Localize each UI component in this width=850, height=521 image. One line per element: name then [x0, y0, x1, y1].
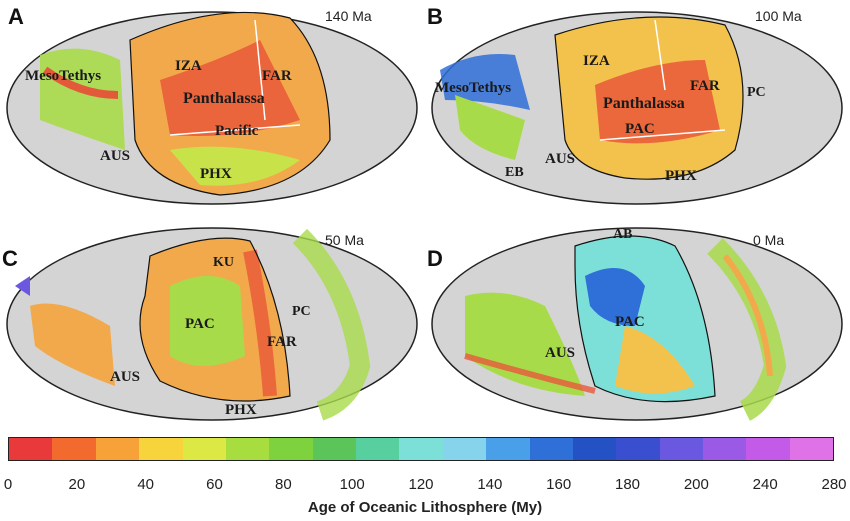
colorbar-tick-label: 160	[546, 476, 572, 493]
age-label: 140 Ma	[325, 8, 372, 24]
label-far: FAR	[262, 68, 292, 84]
map-0ma: AB PAC AUS	[431, 227, 843, 421]
colorbar-segment	[399, 438, 443, 460]
panel-letter: C	[2, 246, 18, 271]
label-pac: PAC	[615, 314, 645, 330]
label-far: FAR	[267, 334, 297, 350]
colorbar-tick-label: 200	[683, 476, 709, 493]
colorbar-tick-label: 120	[408, 476, 434, 493]
label-pac: PAC	[625, 121, 655, 137]
label-mesotethys: MesoTethys	[435, 80, 511, 96]
label-panthalassa: Panthalassa	[603, 95, 685, 112]
label-mesotethys: MesoTethys	[25, 68, 101, 84]
colorbar-tick-label: 240	[752, 476, 778, 493]
age-label: 100 Ma	[755, 8, 802, 24]
colorbar-tick-label: 60	[206, 476, 223, 493]
colorbar-segment	[182, 438, 226, 460]
label-panthalassa: Panthalassa	[183, 90, 265, 107]
colorbar-tick-label: 80	[274, 476, 292, 493]
colorbar-segment	[139, 438, 183, 460]
colorbar-segment	[225, 438, 270, 460]
label-aus: AUS	[100, 148, 130, 164]
label-aus: AUS	[110, 369, 140, 385]
colorbar-segment	[312, 438, 356, 460]
colorbar-tick-label: 40	[137, 476, 154, 493]
colorbar-segment	[486, 438, 530, 460]
colorbar-segment	[9, 438, 53, 460]
colorbar-segment	[703, 438, 747, 460]
colorbar-segment	[616, 438, 660, 460]
colorbar-segment	[746, 438, 790, 460]
label-aus: AUS	[545, 345, 575, 361]
panel-c: KU PAC PC FAR AUS PHX C 50 Ma	[0, 216, 425, 432]
colorbar-tick-label: 100	[339, 476, 365, 493]
age-colorbar	[8, 437, 834, 461]
colorbar-segment	[356, 438, 400, 460]
map-140ma: MesoTethys IZA FAR Panthalassa Pacific A…	[6, 11, 418, 205]
colorbar-tick-label: 180	[614, 476, 641, 493]
colorbar-segment	[789, 438, 833, 460]
colorbar-segment	[659, 438, 703, 460]
label-pac: PAC	[185, 316, 215, 332]
panel-d: AB PAC AUS D 0 Ma	[425, 216, 850, 432]
label-pc: PC	[747, 85, 766, 100]
age-label: 0 Ma	[753, 232, 785, 248]
panel-letter: A	[8, 4, 24, 29]
colorbar-segment	[442, 438, 487, 460]
colorbar-tick-label: 0	[3, 476, 13, 493]
colorbar-tick-label: 280	[821, 476, 847, 493]
colorbar-segment	[269, 438, 313, 460]
age-label: 50 Ma	[325, 232, 364, 248]
label-ab: AB	[613, 227, 632, 242]
label-ku: KU	[213, 255, 234, 270]
label-iza: IZA	[175, 58, 202, 74]
label-eb: EB	[505, 165, 524, 180]
colorbar-title: Age of Oceanic Lithosphere (My)	[307, 499, 543, 516]
colorbar-segment	[95, 438, 140, 460]
map-50ma: KU PAC PC FAR AUS PHX	[6, 227, 418, 421]
map-100ma: MesoTethys IZA FAR PC Panthalassa PAC AU…	[431, 11, 843, 205]
label-far: FAR	[690, 78, 720, 94]
label-aus: AUS	[545, 151, 575, 167]
label-phx: PHX	[665, 168, 697, 184]
colorbar-segment	[52, 438, 96, 460]
label-iza: IZA	[583, 53, 610, 69]
colorbar-ticks: 0 20 40 60 80 100 120 140 160 180 200 240 280	[0, 476, 850, 496]
panel-letter: D	[427, 246, 443, 271]
panel-a: MesoTethys IZA FAR Panthalassa Pacific A…	[0, 0, 425, 216]
colorbar-segment	[529, 438, 573, 460]
label-phx: PHX	[200, 166, 232, 182]
label-pacific: Pacific	[215, 123, 259, 139]
panel-letter: B	[427, 4, 443, 29]
colorbar-tick-label: 140	[477, 476, 503, 493]
label-phx: PHX	[225, 402, 257, 418]
colorbar-segment	[572, 438, 617, 460]
panel-b: MesoTethys IZA FAR PC Panthalassa PAC AU…	[425, 0, 850, 216]
colorbar-tick-label: 20	[68, 476, 86, 493]
label-pc: PC	[292, 304, 311, 319]
